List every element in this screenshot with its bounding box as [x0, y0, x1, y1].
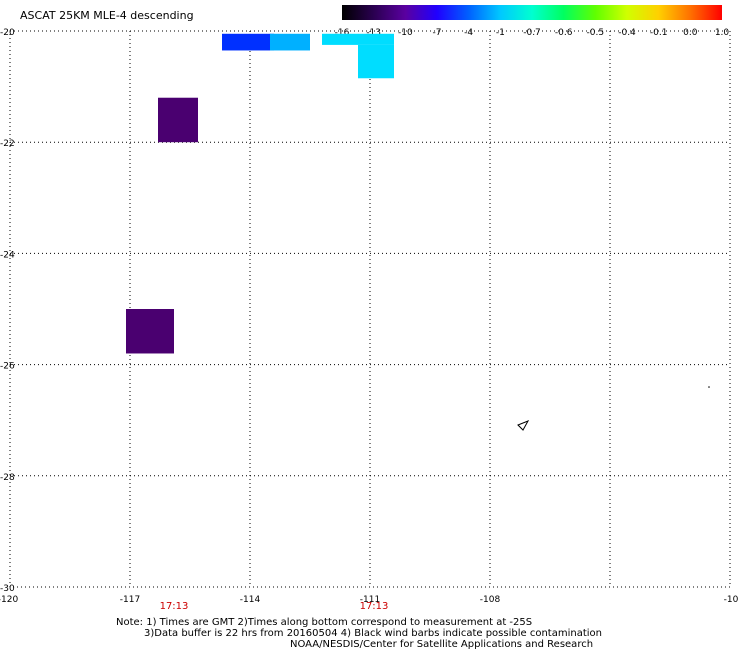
data-cell	[158, 97, 198, 143]
scatterometer-cells	[126, 33, 394, 354]
x-tick-label: -111	[360, 595, 380, 605]
time-label: 17:13	[360, 601, 389, 612]
colorbar-label: -0.6	[555, 28, 573, 38]
data-cell	[126, 309, 174, 354]
x-tick-label: -108	[480, 595, 501, 605]
colorbar-label: -4	[464, 28, 473, 38]
data-cell	[222, 33, 274, 51]
x-tick-labels: -120 -117 -114 -111 -108 -10	[0, 595, 739, 605]
lat-lon-grid	[9, 30, 731, 588]
data-cell	[270, 33, 310, 51]
note-line-1: Note: 1) Times are GMT 2)Times along bot…	[116, 617, 533, 628]
data-cell	[322, 33, 394, 45]
note-line-3: NOAA/NESDIS/Center for Satellite Applica…	[290, 639, 594, 650]
colorbar-label: -0.5	[587, 28, 605, 38]
colorbar-gradient	[342, 5, 722, 20]
x-tick-label: -10	[724, 595, 739, 605]
colorbar-label: 0.0	[683, 28, 698, 38]
y-tick-label: -20	[0, 28, 15, 38]
island-outline	[517, 420, 530, 431]
colorbar-label: -0.4	[618, 28, 636, 38]
y-tick-label: -24	[0, 250, 15, 260]
map-title: ASCAT 25KM MLE-4 descending	[20, 9, 194, 22]
colorbar-label: -1	[496, 28, 505, 38]
colorbar-label: -13	[366, 28, 381, 38]
time-labels: 17:13 17:13	[160, 601, 389, 612]
y-tick-labels: -20 -22 -24 -26 -28 -30	[0, 28, 15, 594]
colorbar: -16 -13 -10 -7 -4 -1 -0.7 -0.6 -0.5 -0.4 -0.1 0.0 1.…	[335, 5, 730, 38]
y-tick-label: -26	[0, 362, 15, 372]
y-tick-label: -22	[0, 139, 15, 149]
colorbar-label: -10	[398, 28, 413, 38]
colorbar-label: 1.0	[715, 28, 730, 38]
colorbar-label: -0.7	[523, 28, 541, 38]
colorbar-label: -16	[335, 28, 350, 38]
note-line-2: 3)Data buffer is 22 hrs from 20160504 4)…	[144, 628, 602, 639]
x-tick-label: -117	[120, 595, 140, 605]
colorbar-label: -7	[433, 28, 442, 38]
y-tick-label: -28	[0, 473, 15, 483]
time-label: 17:13	[160, 601, 189, 612]
colorbar-label: -0.1	[650, 28, 668, 38]
y-tick-label: -30	[0, 584, 15, 594]
data-cell	[358, 44, 394, 79]
x-tick-label: -114	[240, 595, 261, 605]
island-dot	[708, 386, 710, 388]
x-tick-label: -120	[0, 595, 18, 605]
